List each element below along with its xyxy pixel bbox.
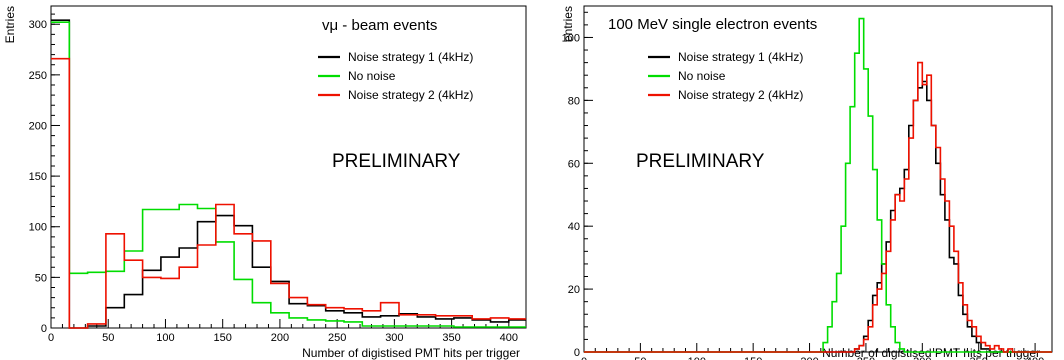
x-tick-label: 250 (328, 332, 346, 344)
y-tick-label: 250 (29, 70, 47, 82)
x-tick-label: 300 (913, 356, 931, 360)
y-axis-label: entries (561, 6, 575, 42)
y-tick-label: 100 (562, 32, 580, 44)
y-tick-label: 40 (568, 221, 580, 233)
y-tick-label: 200 (29, 120, 47, 132)
legend-label-2: No noise (348, 69, 396, 83)
x-tick-label: 50 (634, 356, 646, 360)
x-tick-label: 400 (1026, 356, 1044, 360)
y-tick-label: 50 (35, 272, 47, 284)
plot-frame (50, 5, 527, 329)
x-tick-label: 350 (442, 332, 460, 344)
y-tick-label: 60 (568, 158, 580, 170)
x-tick-label: 200 (271, 332, 289, 344)
x-tick-label: 150 (214, 332, 232, 344)
x-tick-label: 400 (500, 332, 518, 344)
y-tick-label: 20 (568, 284, 580, 296)
legend-label-3: Noise strategy 2 (4kHz) (348, 88, 473, 102)
legend-label-2: No noise (678, 69, 726, 83)
legend-label-1: Noise strategy 1 (4kHz) (348, 50, 473, 64)
preliminary-label: PRELIMINARY (332, 151, 461, 172)
series-line-2 (51, 21, 526, 328)
chart-title: vμ - beam events (322, 17, 437, 34)
x-tick-label: 250 (857, 356, 875, 360)
y-tick-label: 80 (568, 95, 580, 107)
panel-left: 0 50 100 150 200 250 300 350 400 0 50 100 150 200 250 3… (3, 5, 527, 360)
legend-label-1: Noise strategy 1 (4kHz) (678, 50, 803, 64)
x-tick-label: 300 (385, 332, 403, 344)
x-tick-label: 200 (800, 356, 818, 360)
x-tick-label: 0 (48, 332, 54, 344)
y-tick-label: 0 (574, 347, 580, 359)
y-tick-label: 150 (29, 171, 47, 183)
legend-label-3: Noise strategy 2 (4kHz) (678, 88, 803, 102)
chart-title: 100 MeV single electron events (608, 16, 817, 33)
series-line-1 (51, 19, 526, 329)
x-axis-label: Number of digistised PMT hits per trigge… (302, 346, 520, 360)
preliminary-label: PRELIMINARY (636, 151, 765, 172)
series-line-3 (584, 61, 1052, 353)
series-line-2 (584, 17, 1052, 353)
panel-right: 050100150200250300350400020406080100Numb… (561, 5, 1053, 360)
x-tick-label: 50 (102, 332, 114, 344)
y-tick-label: 100 (29, 222, 47, 234)
x-tick-label: 100 (156, 332, 174, 344)
x-tick-label: 0 (581, 356, 587, 360)
y-tick-label: 300 (29, 19, 47, 31)
x-tick-label: 350 (970, 356, 988, 360)
series-line-3 (51, 57, 526, 329)
x-tick-label: 150 (744, 356, 762, 360)
y-axis-label: Entries (3, 6, 17, 43)
series-line-1 (584, 80, 1052, 353)
y-tick-label: 0 (41, 323, 47, 335)
x-tick-label: 100 (688, 356, 706, 360)
